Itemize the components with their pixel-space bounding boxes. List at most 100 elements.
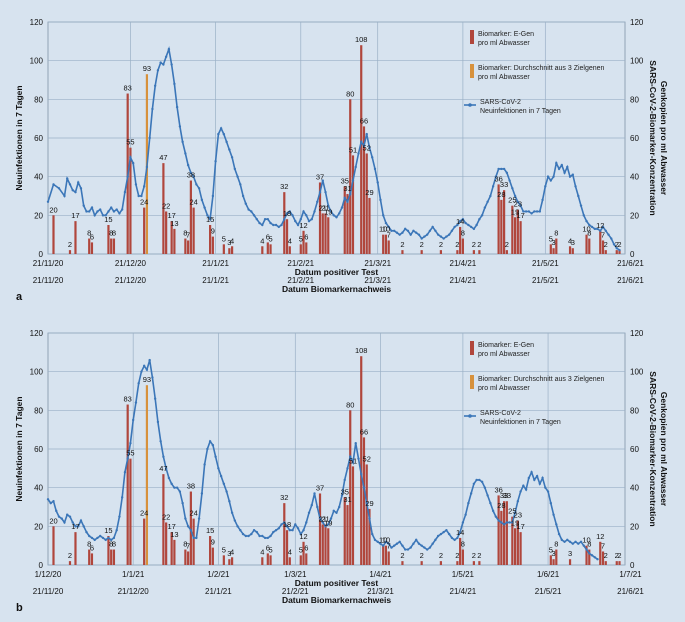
line-point bbox=[55, 509, 58, 513]
line-point bbox=[88, 210, 91, 213]
y-tick-left: 0 bbox=[39, 250, 44, 259]
legend-label: pro ml Abwasser bbox=[478, 40, 530, 47]
line-point bbox=[472, 227, 476, 231]
line-point bbox=[412, 229, 415, 232]
bar bbox=[552, 248, 555, 254]
bar bbox=[497, 495, 500, 565]
line-point bbox=[175, 105, 179, 109]
legend-label: pro ml Abwasser bbox=[478, 351, 530, 358]
line-point bbox=[538, 210, 542, 213]
line-point bbox=[395, 542, 399, 545]
line-point bbox=[225, 490, 228, 493]
line-point bbox=[464, 513, 467, 516]
line-point bbox=[513, 511, 517, 514]
line-point bbox=[46, 200, 50, 203]
bar-label: 8 bbox=[87, 540, 91, 549]
line-point bbox=[546, 175, 550, 178]
line-point bbox=[360, 472, 363, 476]
bar bbox=[500, 510, 503, 565]
bar bbox=[305, 242, 308, 254]
line-point bbox=[447, 532, 451, 536]
legend-label: SARS-CoV-2 bbox=[480, 99, 521, 106]
bar-label: 20 bbox=[49, 516, 57, 525]
bar bbox=[552, 559, 555, 565]
bar-label: 8 bbox=[183, 540, 187, 549]
line-point bbox=[568, 540, 572, 543]
y-tick-left: 40 bbox=[34, 484, 43, 493]
bar bbox=[459, 537, 462, 565]
y-tick-right: 60 bbox=[630, 445, 639, 454]
bar bbox=[387, 551, 390, 565]
line-point bbox=[428, 229, 432, 232]
bar-label: 10 bbox=[379, 225, 387, 234]
y-tick-left: 20 bbox=[34, 522, 43, 531]
bar bbox=[615, 250, 618, 254]
bar-label: 33 bbox=[503, 491, 511, 500]
x-tick-top: 21/5/21 bbox=[532, 259, 559, 268]
line-point bbox=[469, 492, 473, 495]
line-point bbox=[85, 530, 88, 534]
line-point bbox=[123, 471, 127, 474]
line-point bbox=[541, 198, 544, 202]
line-point bbox=[118, 515, 121, 518]
line-point bbox=[585, 548, 588, 551]
x-tick-top: 1/1/21 bbox=[122, 570, 145, 579]
line-point bbox=[439, 235, 443, 238]
bar bbox=[519, 532, 522, 565]
line-point bbox=[557, 532, 561, 536]
line-point bbox=[90, 536, 94, 540]
bar-label: 6 bbox=[90, 543, 94, 552]
legend-swatch-line-marker bbox=[468, 103, 472, 107]
line-point bbox=[464, 221, 467, 225]
line-point bbox=[214, 160, 217, 163]
line-point bbox=[156, 69, 160, 72]
bar-label: 17 bbox=[516, 522, 524, 531]
x-tick-bottom: 21/2/21 bbox=[282, 587, 309, 596]
line-point bbox=[57, 187, 61, 190]
line-point bbox=[159, 61, 162, 64]
line-point bbox=[266, 536, 270, 540]
line-point bbox=[269, 221, 272, 225]
line-point bbox=[90, 206, 94, 209]
line-point bbox=[538, 482, 542, 485]
line-point bbox=[434, 538, 437, 542]
line-point bbox=[387, 225, 390, 229]
bar bbox=[211, 547, 214, 565]
line-point bbox=[483, 486, 487, 489]
line-point bbox=[211, 443, 215, 447]
line-point bbox=[472, 482, 476, 485]
line-point bbox=[203, 463, 206, 466]
line-point bbox=[577, 194, 580, 198]
line-point bbox=[206, 447, 209, 451]
line-point bbox=[340, 206, 344, 209]
line-point bbox=[447, 233, 451, 236]
line-point bbox=[137, 194, 140, 198]
line-point bbox=[302, 210, 305, 213]
line-point bbox=[420, 237, 423, 240]
line-point bbox=[66, 177, 69, 180]
line-point bbox=[414, 538, 418, 542]
line-point bbox=[469, 225, 473, 229]
line-point bbox=[533, 210, 536, 213]
bar bbox=[143, 518, 146, 565]
bar-label: 5 bbox=[268, 545, 272, 554]
y-tick-left: 60 bbox=[34, 134, 43, 143]
bar-label: 31 bbox=[343, 495, 351, 504]
y-tick-left: 0 bbox=[39, 561, 44, 570]
line-point bbox=[480, 214, 484, 217]
line-point bbox=[120, 496, 124, 499]
bar bbox=[349, 99, 352, 254]
line-point bbox=[126, 175, 129, 178]
bar bbox=[228, 248, 231, 254]
x-tick-top: 1/5/21 bbox=[452, 570, 475, 579]
line-point bbox=[579, 540, 583, 543]
line-point bbox=[406, 548, 410, 551]
line-point bbox=[318, 190, 322, 194]
bar-label: 17 bbox=[167, 211, 175, 220]
bar bbox=[360, 45, 363, 255]
bar bbox=[211, 236, 214, 254]
bar-label: 2 bbox=[615, 240, 619, 249]
line-point bbox=[82, 204, 85, 207]
line-point bbox=[140, 370, 143, 373]
bar-label: 3 bbox=[227, 549, 231, 558]
